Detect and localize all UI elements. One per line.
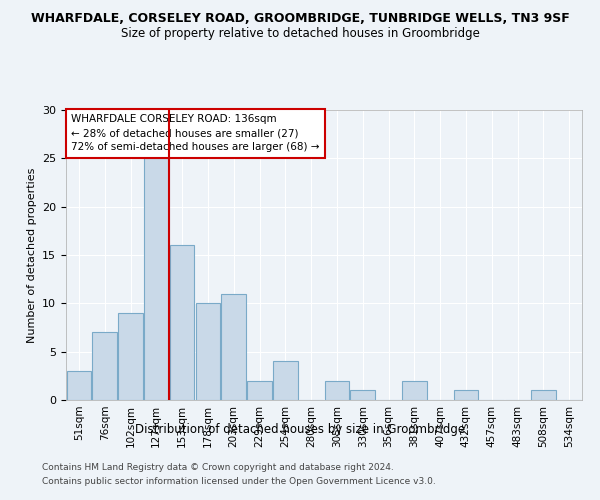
- Text: Distribution of detached houses by size in Groombridge: Distribution of detached houses by size …: [135, 422, 465, 436]
- Bar: [196, 304, 220, 400]
- Bar: [144, 158, 169, 400]
- Bar: [247, 380, 272, 400]
- Bar: [221, 294, 246, 400]
- Text: WHARFDALE CORSELEY ROAD: 136sqm
← 28% of detached houses are smaller (27)
72% of: WHARFDALE CORSELEY ROAD: 136sqm ← 28% of…: [71, 114, 320, 152]
- Bar: [402, 380, 427, 400]
- Bar: [67, 371, 91, 400]
- Text: WHARFDALE, CORSELEY ROAD, GROOMBRIDGE, TUNBRIDGE WELLS, TN3 9SF: WHARFDALE, CORSELEY ROAD, GROOMBRIDGE, T…: [31, 12, 569, 26]
- Bar: [273, 362, 298, 400]
- Bar: [531, 390, 556, 400]
- Bar: [454, 390, 478, 400]
- Text: Size of property relative to detached houses in Groombridge: Size of property relative to detached ho…: [121, 28, 479, 40]
- Text: Contains public sector information licensed under the Open Government Licence v3: Contains public sector information licen…: [42, 478, 436, 486]
- Y-axis label: Number of detached properties: Number of detached properties: [26, 168, 37, 342]
- Bar: [170, 246, 194, 400]
- Text: Contains HM Land Registry data © Crown copyright and database right 2024.: Contains HM Land Registry data © Crown c…: [42, 462, 394, 471]
- Bar: [350, 390, 375, 400]
- Bar: [118, 313, 143, 400]
- Bar: [92, 332, 117, 400]
- Bar: [325, 380, 349, 400]
